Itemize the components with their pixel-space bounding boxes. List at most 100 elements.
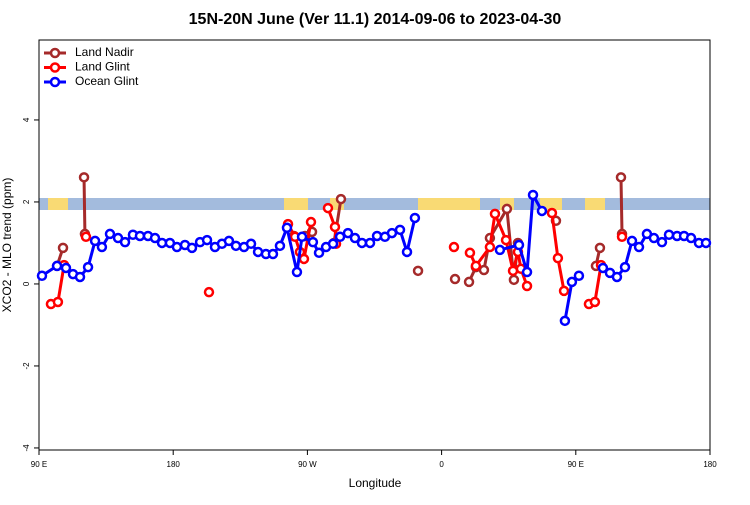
data-point (96, 241, 108, 253)
data-point (230, 240, 242, 252)
data-point (386, 227, 398, 239)
land-patch (284, 198, 308, 210)
data-point (313, 247, 325, 259)
data-point (329, 221, 341, 233)
legend-swatch-marker (49, 47, 61, 59)
legend-item: Land Glint (44, 60, 130, 74)
data-point (470, 260, 482, 272)
data-point (513, 239, 525, 251)
data-point (401, 246, 413, 258)
data-point (619, 261, 631, 273)
data-point (501, 203, 513, 215)
x-axis-label: Longitude (349, 476, 402, 490)
data-point (508, 274, 520, 286)
data-point (57, 242, 69, 254)
y-tick-label: -2 (22, 362, 31, 370)
data-point (648, 232, 660, 244)
data-point (186, 242, 198, 254)
data-point (494, 244, 506, 256)
data-point (203, 286, 215, 298)
data-point (597, 262, 609, 274)
data-point (322, 202, 334, 214)
data-point (104, 228, 116, 240)
data-point (558, 285, 570, 297)
data-point (616, 231, 628, 243)
data-point (489, 208, 501, 220)
data-point (594, 242, 606, 254)
data-point (78, 172, 90, 183)
data-point (267, 248, 279, 260)
data-point (52, 296, 64, 308)
data-point (296, 231, 308, 243)
data-point (305, 216, 317, 228)
x-tick-label: 0 (439, 460, 444, 469)
data-point (527, 189, 539, 201)
land-patch (48, 198, 68, 210)
y-axis-label: XCO2 - MLO trend (ppm) (0, 178, 14, 313)
legend-label: Ocean Glint (75, 74, 139, 88)
data-point (364, 237, 376, 249)
data-point (349, 232, 361, 244)
legend-swatch-marker (49, 76, 61, 88)
data-point (656, 236, 668, 248)
data-point (559, 315, 571, 327)
y-tick-label: -4 (22, 444, 31, 452)
data-point (550, 215, 562, 227)
data-point (335, 193, 347, 205)
data-point (281, 222, 293, 234)
data-point (334, 231, 346, 243)
data-point (663, 229, 675, 240)
data-point (171, 241, 183, 253)
data-point (626, 235, 638, 247)
data-point (611, 271, 623, 283)
legend-item: Ocean Glint (44, 74, 139, 88)
data-point (274, 240, 286, 252)
data-point (82, 261, 94, 273)
data-point (633, 241, 645, 253)
legend-item: Land Nadir (44, 45, 134, 59)
data-point (89, 235, 101, 247)
legend-label: Land Glint (75, 60, 130, 74)
land-patch (540, 198, 562, 210)
data-point (536, 205, 548, 217)
data-point (298, 253, 310, 265)
data-point (552, 252, 564, 264)
x-tick-label: 90 E (568, 460, 584, 469)
x-tick-label: 180 (167, 460, 181, 469)
ocean-band (39, 198, 710, 210)
x-tick-label: 180 (703, 460, 717, 469)
data-point (449, 273, 461, 285)
data-point (521, 280, 533, 292)
y-tick-label: 2 (22, 199, 31, 204)
data-point (566, 276, 578, 288)
data-point (521, 266, 533, 278)
y-tick-label: 4 (22, 117, 31, 122)
legend-label: Land Nadir (75, 45, 134, 59)
data-point (201, 234, 213, 246)
data-point (307, 236, 319, 248)
data-point (74, 271, 86, 283)
data-point (149, 232, 161, 244)
land-patch (585, 198, 605, 210)
data-point (36, 270, 48, 281)
series-line (41, 193, 706, 322)
data-point (60, 262, 72, 274)
land-patch (418, 198, 480, 210)
data-point (51, 260, 63, 272)
data-point (80, 231, 92, 243)
data-point (463, 276, 475, 288)
data-point (245, 238, 257, 250)
data-point (478, 264, 490, 276)
data-point (615, 172, 627, 183)
x-tick-label: 90 W (298, 460, 317, 469)
chart-title: 15N-20N June (Ver 11.1) 2014-09-06 to 20… (189, 11, 562, 28)
x-tick-label: 90 E (31, 460, 47, 469)
data-point (119, 236, 131, 248)
data-point (546, 207, 558, 219)
data-point (134, 230, 146, 242)
legend-swatch-marker (49, 62, 61, 73)
data-point (573, 270, 585, 281)
data-point (394, 224, 406, 236)
